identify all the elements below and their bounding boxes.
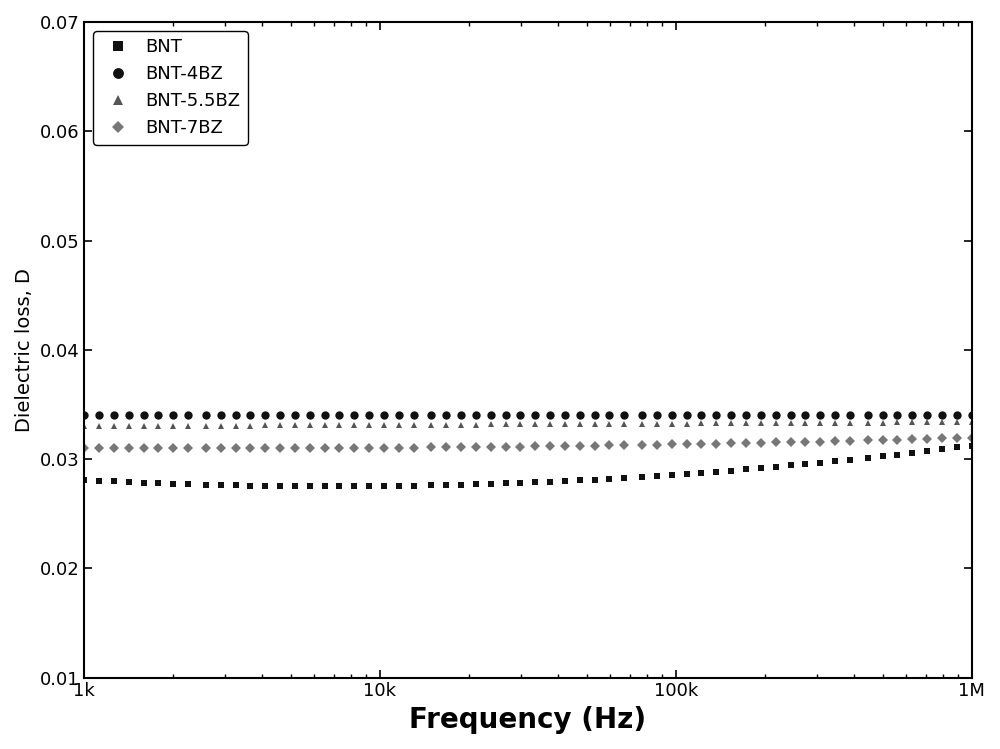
BNT [230, 481, 242, 490]
BNT-4BZ [230, 411, 242, 420]
BNT-4BZ [636, 411, 648, 420]
BNT-5.5BZ [966, 417, 978, 426]
Line: BNT: BNT [81, 442, 975, 490]
BNT-5.5BZ [304, 421, 316, 430]
BNT-5.5BZ [636, 419, 648, 428]
Line: BNT-7BZ: BNT-7BZ [81, 434, 975, 452]
BNT [78, 476, 90, 485]
BNT-7BZ [966, 433, 978, 442]
BNT-7BZ [348, 443, 360, 452]
BNT-4BZ [966, 410, 978, 419]
BNT-5.5BZ [363, 420, 375, 429]
X-axis label: Frequency (Hz): Frequency (Hz) [409, 706, 646, 734]
BNT-5.5BZ [78, 422, 90, 431]
BNT-7BZ [319, 443, 331, 452]
BNT-5.5BZ [333, 421, 345, 430]
BNT [378, 482, 390, 491]
BNT [348, 482, 360, 491]
BNT [333, 482, 345, 491]
Line: BNT-5.5BZ: BNT-5.5BZ [81, 419, 975, 430]
BNT-5.5BZ [230, 421, 242, 430]
Legend: BNT, BNT-4BZ, BNT-5.5BZ, BNT-7BZ: BNT, BNT-4BZ, BNT-5.5BZ, BNT-7BZ [93, 31, 248, 145]
BNT [393, 482, 405, 491]
BNT-4BZ [363, 411, 375, 420]
BNT [966, 441, 978, 450]
BNT-4BZ [333, 411, 345, 420]
BNT-7BZ [244, 443, 256, 452]
BNT [651, 471, 663, 480]
BNT-7BZ [393, 443, 405, 452]
BNT-4BZ [304, 411, 316, 420]
Line: BNT-4BZ: BNT-4BZ [80, 411, 976, 419]
Y-axis label: Dielectric loss, D: Dielectric loss, D [15, 268, 34, 431]
BNT-4BZ [78, 411, 90, 420]
BNT-5.5BZ [378, 420, 390, 429]
BNT-7BZ [651, 440, 663, 449]
BNT [304, 482, 316, 491]
BNT-7BZ [230, 443, 242, 452]
BNT-7BZ [78, 443, 90, 452]
BNT-7BZ [378, 443, 390, 452]
BNT-4BZ [378, 411, 390, 420]
